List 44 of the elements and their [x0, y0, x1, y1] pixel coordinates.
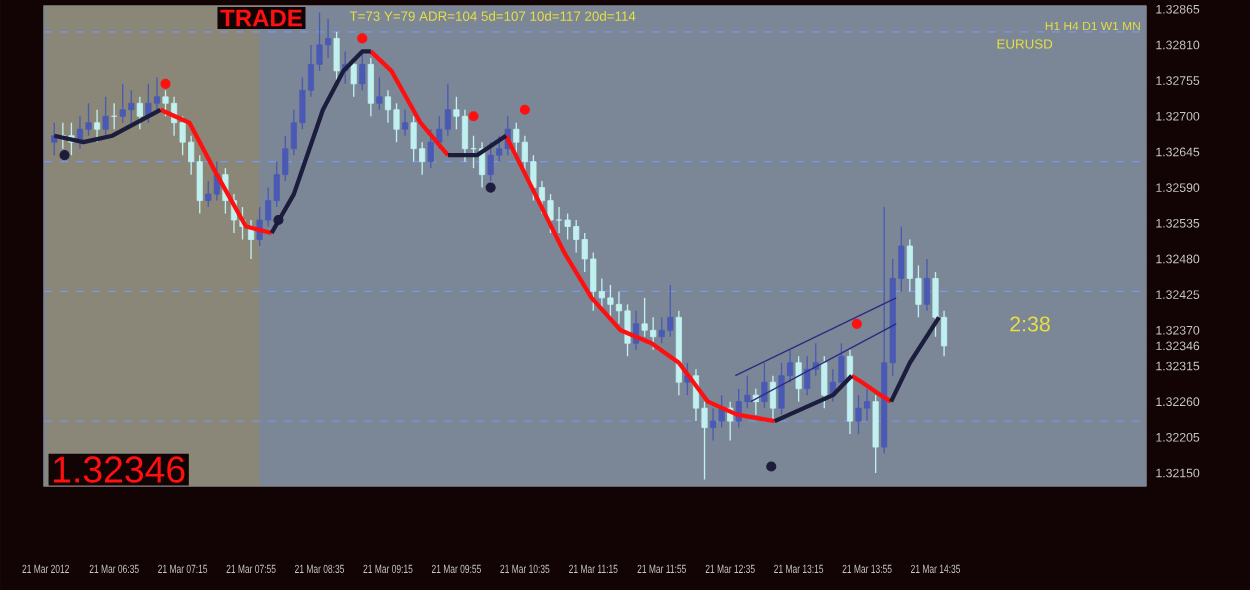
candlestick — [102, 96, 109, 137]
point — [59, 150, 70, 161]
candlestick — [795, 355, 802, 403]
candlestick — [153, 76, 161, 111]
point — [485, 182, 496, 193]
candlestick — [376, 76, 383, 111]
candlestick — [718, 394, 725, 429]
candlestick — [51, 122, 58, 156]
candlestick — [872, 394, 879, 474]
candlestick — [821, 355, 828, 409]
annotation: 2:38 — [1010, 316, 1050, 332]
candlestick — [941, 310, 948, 357]
candlestick — [205, 180, 212, 208]
candlestick — [607, 284, 614, 318]
candlestick — [333, 31, 340, 85]
candlestick — [359, 50, 366, 91]
candlestick — [778, 362, 785, 416]
candlestick — [461, 109, 469, 163]
point — [468, 111, 479, 122]
chart-title: TRADE — [220, 9, 302, 27]
candlestick — [710, 407, 717, 442]
candlestick — [923, 258, 931, 312]
candlestick — [367, 57, 374, 117]
candlestick — [513, 122, 520, 156]
candlestick — [94, 109, 101, 143]
candlestick — [427, 128, 434, 169]
candlestick — [85, 102, 92, 137]
candlestick — [761, 362, 768, 409]
annotation: 1.32346 — [54, 456, 185, 483]
point — [357, 33, 368, 44]
point — [766, 461, 777, 472]
candlestick — [162, 89, 169, 117]
candlestick — [384, 89, 392, 124]
candlestick — [136, 96, 143, 130]
point — [273, 214, 284, 226]
candlestick — [393, 102, 400, 143]
point — [160, 78, 171, 89]
point — [851, 318, 862, 329]
point — [519, 104, 530, 115]
candlestick — [402, 109, 409, 137]
candlestick — [444, 83, 451, 137]
candlestick — [932, 271, 939, 338]
candlestick — [804, 355, 811, 396]
candlestick — [855, 394, 862, 435]
